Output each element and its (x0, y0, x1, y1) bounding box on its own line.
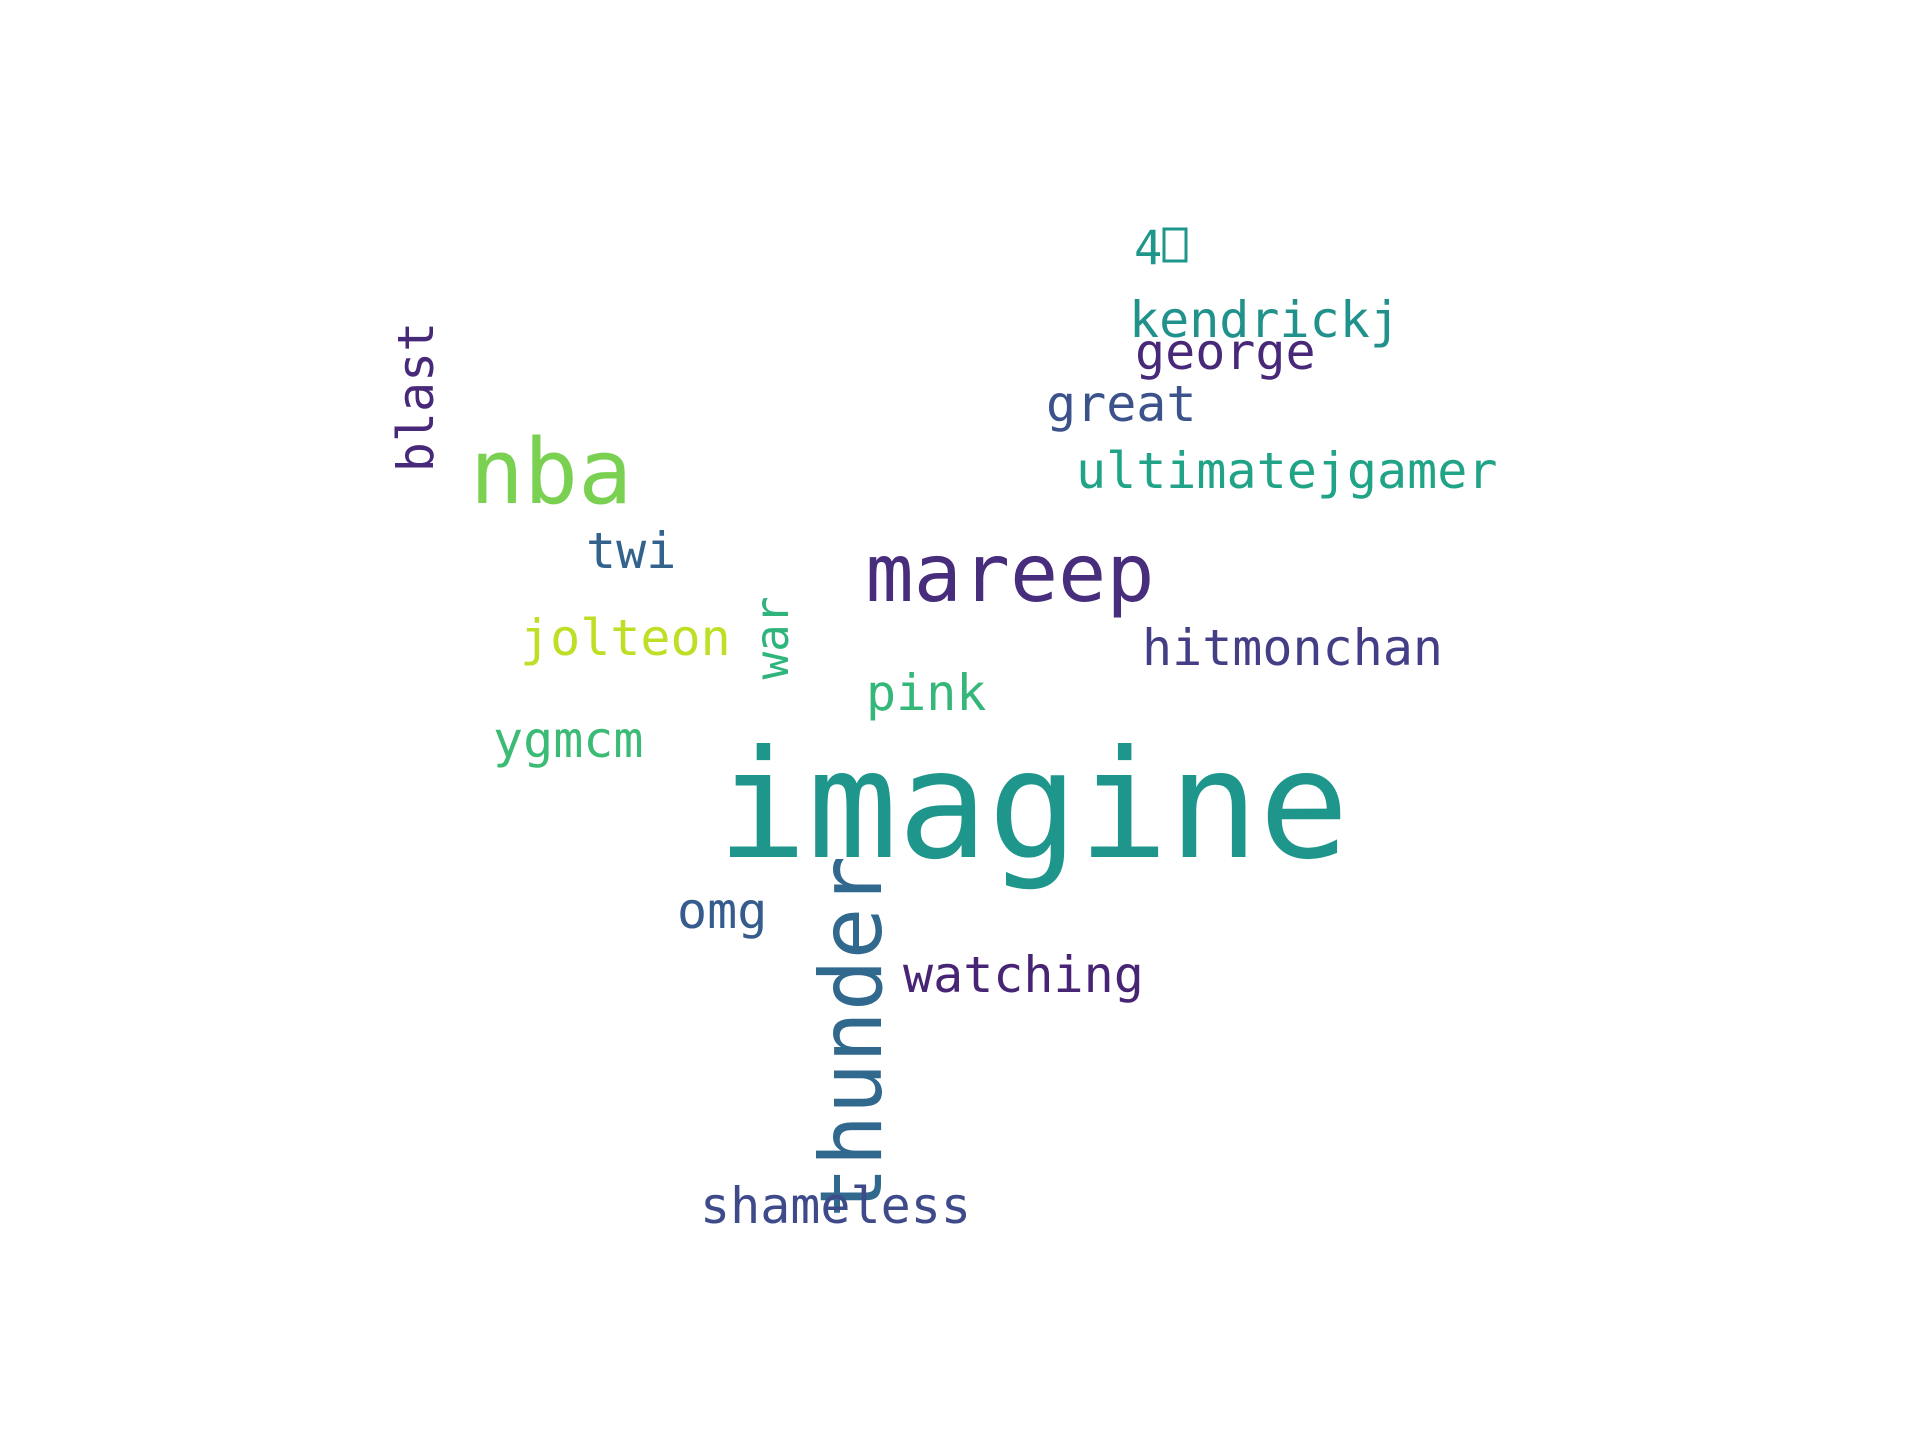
word-pink: pink (866, 664, 986, 722)
missing-glyph-icon (1162, 227, 1188, 263)
word-watching: watching (903, 946, 1144, 1004)
word-4: 4 (1134, 221, 1162, 276)
word-blast: blast (387, 322, 445, 473)
word-kendrickj: kendrickj (1129, 291, 1400, 349)
word-ygmcm: ygmcm (493, 711, 644, 769)
word-great: great (1046, 375, 1197, 433)
word-thunder: thunder (802, 856, 902, 1218)
word-war: war (745, 596, 799, 679)
word-nba: nba (470, 420, 633, 525)
word-ultimatejgamer: ultimatejgamer (1076, 442, 1497, 500)
word-imagine: imagine (717, 719, 1349, 893)
word-twi: twi (586, 522, 676, 580)
word-omg: omg (677, 882, 767, 940)
word-hitmonchan: hitmonchan (1142, 619, 1443, 677)
word-mareep: mareep (866, 527, 1155, 620)
word-george: george (1135, 323, 1316, 381)
word-jolteon: jolteon (520, 609, 731, 667)
word-shameless: shameless (700, 1177, 971, 1235)
